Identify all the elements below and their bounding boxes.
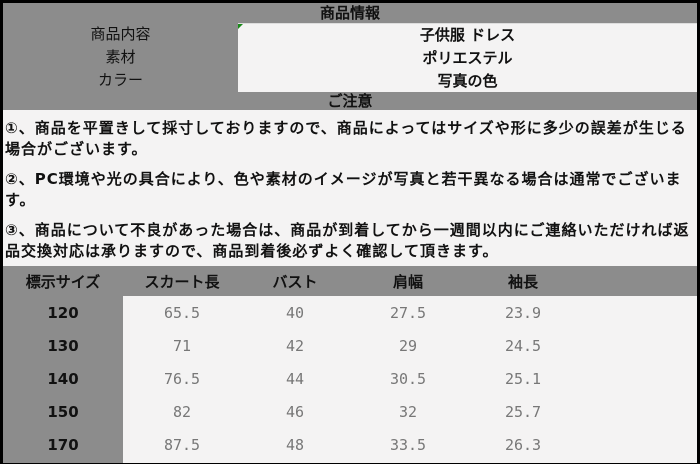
column-header: スカート長: [144, 272, 220, 291]
table-cell: 32: [398, 402, 418, 421]
table-cell: 24.5: [504, 336, 542, 355]
table-cell: 30.5: [389, 369, 427, 388]
table-row: 170 87.5 48 33.5 26.3: [3, 428, 697, 461]
table-row: 150 82 46 32 25.7: [3, 395, 697, 428]
product-info-title: 商品情報: [319, 4, 380, 22]
notice-list: ①、商品を平置きして採寸しておりますので、商品によってはサイズや形に多少の誤差が…: [3, 110, 697, 266]
table-cell: 29: [398, 336, 418, 355]
table-cell: 44: [285, 369, 305, 388]
table-cell: 82: [172, 402, 192, 421]
table-cell: 40: [285, 303, 305, 322]
size-label: 140: [47, 369, 79, 388]
label-content: 商品内容: [90, 25, 151, 43]
notice-item: ③、商品について不良があった場合は、商品が到着してから一週間以内にご連絡いただけ…: [5, 221, 690, 260]
table-cell: 27.5: [389, 303, 427, 322]
table-background: [123, 296, 697, 463]
column-header: 袖長: [507, 272, 538, 291]
notice-item: ①、商品を平置きして採寸しておりますので、商品によってはサイズや形に多少の誤差が…: [5, 119, 687, 158]
column-header: バスト: [272, 272, 318, 291]
table-cell: 46: [285, 402, 305, 421]
table-cell: 25.7: [504, 402, 542, 421]
table-row: 130 71 42 29 24.5: [3, 329, 697, 362]
table-cell: 87.5: [163, 435, 201, 454]
label-color: カラー: [97, 71, 143, 89]
column-header: 標示サイズ: [25, 272, 101, 291]
notice-title: ご注意: [327, 92, 373, 110]
table-row: 120 65.5 40 27.5 23.9: [3, 296, 697, 329]
table-cell: 76.5: [163, 369, 201, 388]
table-row: 140 76.5 44 30.5 25.1: [3, 362, 697, 395]
table-cell: 33.5: [389, 435, 427, 454]
size-label: 170: [47, 435, 79, 454]
info-values: 子供服 ドレス ポリエステル 写真の色: [238, 23, 697, 92]
column-header: 肩幅: [392, 272, 423, 291]
value-material: ポリエステル: [422, 49, 513, 67]
table-cell: 71: [172, 336, 192, 355]
value-content: 子供服 ドレス: [419, 26, 516, 44]
notice-item: ②、PC環境や光の具合により、色や素材のイメージが写真と若干異なる場合は通常でご…: [5, 170, 682, 209]
table-cell: 25.1: [504, 369, 542, 388]
size-table-body: 120 65.5 40 27.5 23.9 130 71 42 29 24.5 140 76.5 44 3…: [3, 296, 697, 463]
cell-marker-icon: [238, 24, 243, 29]
table-cell: 23.9: [504, 303, 542, 322]
size-label: 150: [47, 402, 79, 421]
value-color: 写真の色: [437, 72, 498, 90]
size-table-header: 標示サイズ スカート長 バスト 肩幅 袖長: [3, 266, 697, 296]
table-cell: 42: [285, 336, 305, 355]
table-cell: 65.5: [163, 303, 201, 322]
label-material: 素材: [105, 48, 136, 66]
table-cell: 48: [285, 435, 305, 454]
size-table: 標示サイズ スカート長 バスト 肩幅 袖長 120 65.5 40 27.5 23.9 130 71…: [3, 266, 697, 463]
info-labels: 商品内容 素材 カラー: [3, 23, 238, 92]
product-sheet: 商品情報 商品内容 素材 カラー 子供服 ドレス ポリエステル 写真の色 ご注意…: [3, 3, 697, 463]
size-label: 130: [47, 336, 79, 355]
table-cell: 26.3: [504, 435, 542, 454]
size-label: 120: [47, 303, 79, 322]
